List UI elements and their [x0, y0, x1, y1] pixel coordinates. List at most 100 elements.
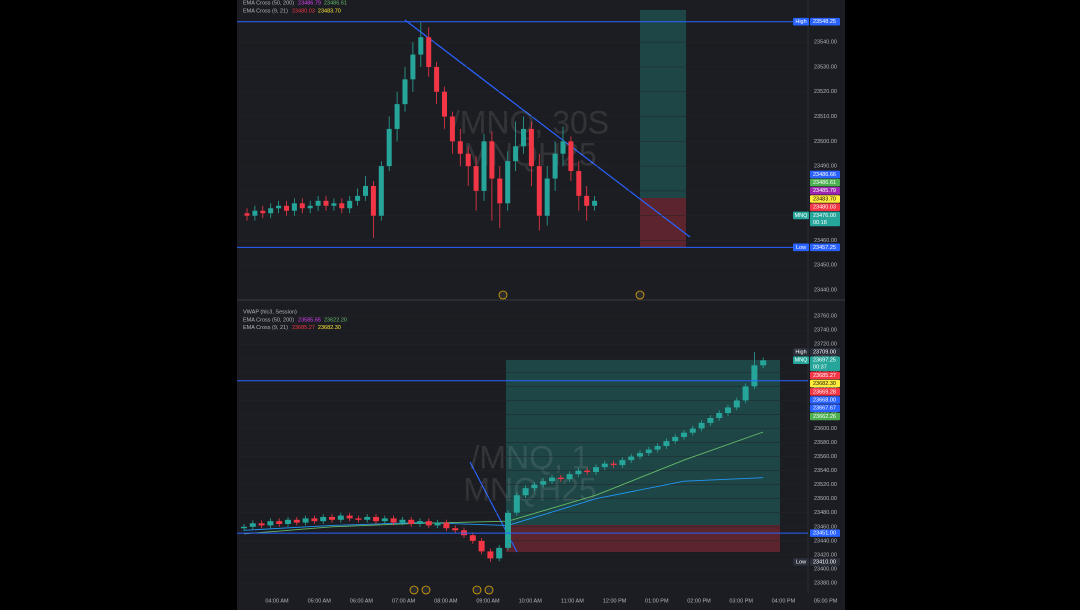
badge-tag-label: Low — [796, 559, 806, 565]
candle-body — [473, 166, 479, 191]
price-badge-label: 23697.25 — [813, 358, 836, 364]
event-icon[interactable] — [409, 585, 419, 595]
y-tick-label: 23540.00 — [814, 40, 837, 46]
candle-body — [329, 516, 335, 520]
candle-body — [513, 495, 520, 513]
candle-body — [557, 477, 564, 480]
candle-body — [315, 200, 321, 206]
candle-body — [481, 141, 487, 191]
candle-body — [268, 208, 274, 214]
candle-body — [284, 205, 289, 211]
watermark: /MNQ, 1 — [470, 439, 589, 475]
candle-body — [442, 91, 447, 117]
candle-body — [402, 79, 408, 105]
price-badge — [810, 178, 840, 187]
y-tick-label: 23540.00 — [814, 468, 837, 474]
candle-body — [751, 365, 758, 387]
candle-body — [339, 203, 345, 209]
candle-body — [689, 428, 696, 433]
candle-body — [364, 516, 371, 520]
candle-body — [733, 400, 740, 408]
candle-body — [531, 484, 538, 489]
legend-name: EMA Cross (50, 200) — [243, 317, 294, 323]
price-badge-label: 23709.00 — [813, 349, 836, 355]
event-icon[interactable] — [635, 290, 645, 300]
y-tick-label: 23720.00 — [814, 342, 837, 348]
candle-body — [418, 37, 424, 55]
candle-body — [370, 185, 376, 216]
price-badge — [810, 17, 840, 26]
event-icon[interactable] — [472, 585, 482, 595]
event-icon[interactable] — [421, 585, 431, 595]
legend-value: 23480.03 — [292, 8, 315, 14]
candle-body — [672, 436, 679, 442]
candle-body — [449, 116, 455, 142]
candle-body — [355, 518, 362, 520]
candle-body — [399, 519, 406, 523]
price-badge — [810, 356, 840, 372]
y-tick-label: 23500.00 — [814, 496, 837, 502]
y-tick-label: 23520.00 — [814, 89, 837, 95]
candle-body — [258, 523, 265, 526]
price-badge — [810, 211, 840, 227]
candle-body — [425, 521, 432, 526]
legend-value: 23486.79 — [298, 0, 321, 6]
loss-zone — [640, 198, 686, 247]
price-badge — [810, 404, 840, 413]
price-badge-label: 23667.67 — [813, 406, 836, 412]
candle-body — [716, 413, 723, 418]
candle-body — [513, 146, 519, 162]
badge-tag-label: MNQ — [795, 358, 809, 364]
candle-body — [742, 386, 749, 401]
candle-body — [299, 203, 305, 209]
badge-tag-label: High — [795, 19, 806, 25]
candle-body — [434, 66, 440, 92]
candle-body — [241, 526, 247, 529]
y-tick-label: 23510.00 — [814, 114, 837, 120]
price-badge-label: 23669.28 — [813, 389, 836, 395]
legend-value: 23682.30 — [318, 325, 341, 331]
candle-body — [566, 474, 573, 480]
x-tick-label: 05:00 PM — [814, 598, 838, 604]
candle-body — [552, 153, 558, 179]
candle-body — [323, 200, 329, 206]
price-badge-label: 23682.30 — [813, 381, 836, 387]
badge-tag — [793, 558, 809, 566]
candle-body — [593, 467, 599, 473]
candle-body — [536, 166, 542, 216]
candle-body — [560, 141, 566, 154]
candle-body — [469, 535, 476, 541]
price-badge — [810, 371, 840, 380]
event-icon[interactable] — [498, 290, 508, 300]
badge-tag-label: Low — [796, 245, 806, 251]
price-badge-label: 23483.70 — [813, 196, 836, 202]
price-badge-label: 23662.26 — [813, 414, 836, 420]
price-badge-label: 23668.00 — [813, 397, 836, 403]
candle-body — [707, 417, 714, 423]
event-icon[interactable] — [484, 585, 494, 595]
candle-body — [505, 512, 511, 548]
legend-value: 23483.70 — [318, 8, 341, 14]
panel — [237, 0, 845, 610]
y-tick-label: 23450.00 — [814, 263, 837, 269]
price-badge-label: 23410.00 — [813, 559, 836, 565]
y-tick-label: 23400.00 — [814, 566, 837, 572]
price-badge-label: 23457.25 — [813, 245, 836, 251]
price-badge — [810, 203, 840, 211]
x-tick-label: 04:00 PM — [772, 598, 796, 604]
candle-body — [373, 516, 379, 522]
candle-body — [302, 518, 309, 523]
candle-body — [276, 205, 282, 209]
badge-tag-label: High — [795, 349, 806, 355]
price-badge-label: 23486.66 — [813, 172, 836, 178]
candle-body — [355, 195, 361, 201]
badge-tag — [793, 356, 809, 365]
price-badge — [810, 348, 840, 356]
candle-body — [249, 523, 256, 527]
candle-body — [394, 104, 400, 129]
candle-body — [434, 522, 441, 526]
x-tick-label: 07:00 AM — [392, 598, 416, 604]
price-badge-label: 23480.03 — [813, 205, 836, 211]
countdown: 00:18 — [813, 220, 827, 226]
